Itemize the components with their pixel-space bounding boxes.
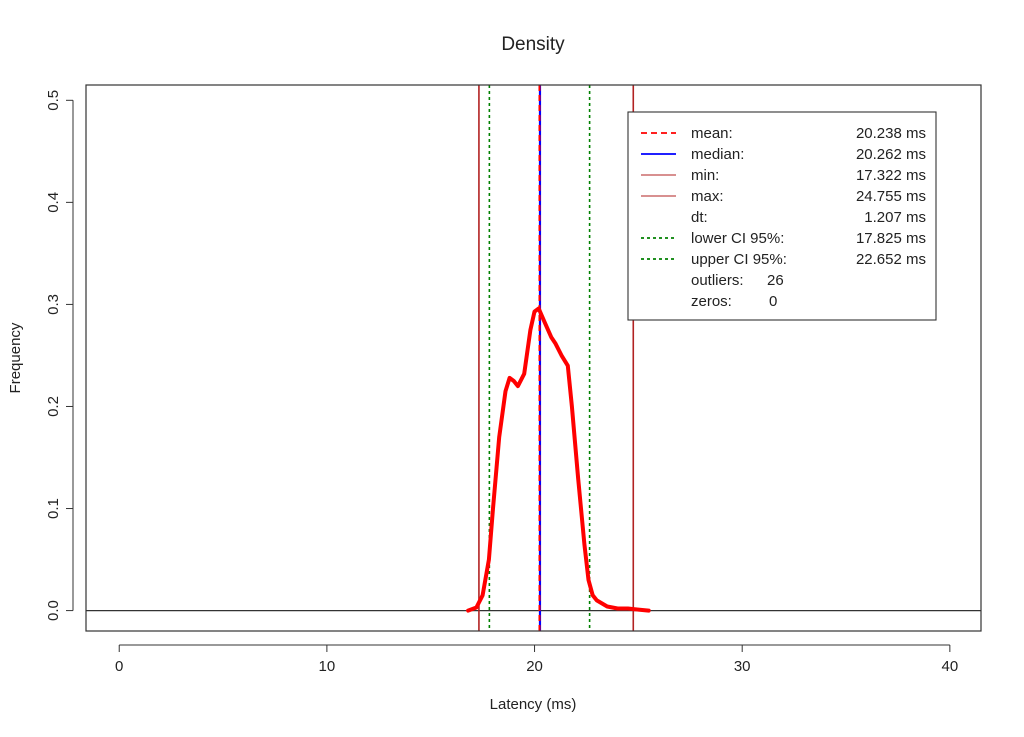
legend-label: lower CI 95%: bbox=[691, 230, 784, 247]
x-axis-label: Latency (ms) bbox=[490, 696, 577, 713]
legend-value: 1.207 ms bbox=[864, 209, 926, 226]
y-tick-label: 0.2 bbox=[45, 396, 62, 417]
legend-value: 17.825 ms bbox=[856, 230, 926, 247]
y-tick-label: 0.1 bbox=[45, 498, 62, 519]
legend-label: upper CI 95%: bbox=[691, 251, 787, 268]
y-tick-label: 0.4 bbox=[45, 192, 62, 213]
x-tick-label: 40 bbox=[942, 658, 959, 675]
legend-value: 20.238 ms bbox=[856, 125, 926, 142]
legend-label: median: bbox=[691, 146, 744, 163]
legend-label: mean: bbox=[691, 125, 733, 142]
density-curve-0 bbox=[466, 306, 651, 613]
legend-label: max: bbox=[691, 188, 724, 205]
y-tick-label: 0.5 bbox=[45, 90, 62, 111]
x-tick-label: 20 bbox=[526, 658, 543, 675]
legend-value: 0 bbox=[769, 293, 777, 310]
y-tick-label: 0.0 bbox=[45, 600, 62, 621]
legend-value: 26 bbox=[767, 272, 784, 289]
legend-value: 22.652 ms bbox=[856, 251, 926, 268]
legend-label: dt: bbox=[691, 209, 708, 226]
y-axis: 0.0 0.1 0.2 0.3 0.4 0.5 bbox=[45, 90, 74, 621]
x-tick-label: 30 bbox=[734, 658, 751, 675]
legend: mean: 20.238 ms median: 20.262 ms min: 17.322… bbox=[627, 111, 937, 321]
legend-label: zeros: bbox=[691, 293, 732, 310]
legend-label: min: bbox=[691, 167, 719, 184]
legend-value: 17.322 ms bbox=[856, 167, 926, 184]
legend-value: 20.262 ms bbox=[856, 146, 926, 163]
x-axis: 0 10 20 30 40 bbox=[115, 644, 959, 675]
legend-box bbox=[627, 111, 937, 321]
x-tick-label: 0 bbox=[115, 658, 123, 675]
y-axis-label: Frequency bbox=[7, 322, 24, 393]
chart-title: Density bbox=[501, 34, 565, 55]
x-tick-label: 10 bbox=[319, 658, 336, 675]
legend-label: outliers: bbox=[691, 272, 744, 289]
legend-value: 24.755 ms bbox=[856, 188, 926, 205]
plot-frame bbox=[85, 84, 982, 632]
y-tick-label: 0.3 bbox=[45, 294, 62, 315]
